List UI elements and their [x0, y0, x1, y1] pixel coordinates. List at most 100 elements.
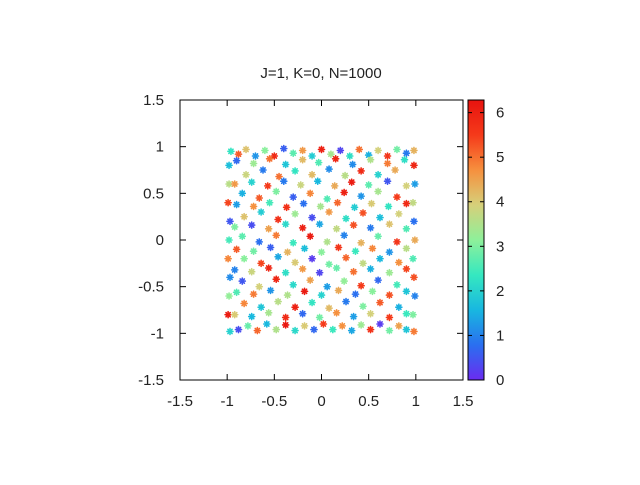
data-point	[349, 267, 358, 276]
data-point	[232, 288, 241, 297]
data-point	[308, 170, 316, 179]
plot-frame	[179, 99, 464, 381]
data-point	[315, 220, 324, 228]
y-tick-label: 1.5	[143, 92, 164, 109]
data-point	[325, 260, 333, 269]
data-point	[357, 239, 365, 247]
data-point	[274, 253, 282, 261]
data-point	[323, 238, 331, 246]
data-point	[332, 264, 341, 272]
data-point	[348, 160, 357, 169]
data-point	[402, 287, 411, 296]
data-point	[341, 171, 349, 180]
data-point	[385, 268, 394, 277]
data-point	[283, 291, 292, 299]
data-point	[230, 223, 239, 231]
x-tick-label: 1.5	[453, 393, 474, 410]
data-point	[253, 326, 262, 335]
data-point	[299, 199, 308, 208]
data-point	[349, 221, 358, 229]
data-point	[300, 244, 309, 253]
data-point	[224, 254, 232, 263]
data-point	[281, 160, 290, 169]
data-point	[230, 310, 239, 319]
data-point	[367, 199, 376, 208]
data-point	[402, 309, 411, 318]
data-point	[357, 192, 365, 200]
data-point	[376, 298, 384, 307]
data-point	[306, 189, 314, 198]
data-point	[225, 292, 233, 300]
data-point	[393, 280, 401, 289]
colorbar-tick-label: 3	[496, 238, 504, 255]
data-point	[385, 220, 394, 228]
data-point	[308, 152, 316, 160]
data-point	[300, 322, 309, 330]
data-point	[257, 303, 265, 312]
colorbar-tick-label: 5	[496, 149, 504, 166]
data-point	[298, 265, 307, 273]
data-point	[291, 210, 299, 218]
data-point	[282, 203, 291, 212]
colorbar: 0 1 2 3 4 5 6	[467, 99, 504, 389]
data-point	[329, 325, 337, 334]
data-point	[289, 280, 298, 289]
data-point	[411, 292, 419, 300]
data-point	[232, 245, 241, 254]
colorbar-tick-label: 1	[496, 327, 504, 344]
data-point	[283, 248, 292, 256]
data-point	[411, 236, 419, 244]
data-point	[359, 259, 367, 268]
data-point	[345, 152, 354, 160]
data-point	[240, 212, 248, 221]
data-point	[316, 202, 325, 211]
data-point	[240, 254, 248, 263]
data-point	[351, 247, 360, 255]
data-point	[385, 326, 394, 335]
data-point	[383, 152, 392, 160]
data-point	[332, 308, 341, 317]
data-point	[274, 297, 282, 306]
data-point	[308, 213, 316, 222]
data-point	[281, 268, 290, 277]
data-point	[376, 213, 384, 222]
x-tick-label: -1	[220, 393, 233, 410]
data-point	[340, 231, 348, 240]
data-point	[317, 145, 326, 154]
data-point	[323, 195, 331, 203]
x-axis: -1.5 -1 -0.5 0 0.5 1 1.5	[167, 100, 473, 410]
data-point	[359, 302, 367, 311]
data-point	[266, 286, 275, 295]
data-point	[357, 167, 365, 175]
data-point	[402, 325, 411, 334]
data-point	[391, 166, 399, 174]
data-point	[298, 309, 307, 318]
data-point	[264, 225, 273, 233]
data-point	[376, 254, 384, 263]
data-point	[325, 165, 333, 173]
points-layer	[224, 144, 419, 336]
colorbar-tick-label: 0	[496, 372, 504, 389]
data-point	[289, 239, 298, 247]
data-point	[340, 277, 348, 285]
data-point	[366, 265, 375, 273]
data-point	[410, 146, 418, 155]
data-point	[385, 248, 394, 256]
data-point	[327, 150, 335, 158]
data-point	[264, 308, 273, 317]
data-point	[264, 264, 273, 272]
data-point	[330, 182, 339, 190]
data-point	[232, 156, 241, 165]
data-point	[315, 313, 324, 322]
y-tick-label: -1	[151, 325, 164, 342]
data-point	[255, 282, 264, 291]
data-point	[317, 291, 326, 299]
data-point	[409, 198, 417, 207]
data-point	[275, 172, 283, 181]
x-tick-label: 1	[412, 393, 420, 410]
data-point	[247, 312, 256, 321]
data-point	[266, 243, 275, 252]
data-point	[395, 210, 403, 218]
data-point	[249, 290, 258, 298]
